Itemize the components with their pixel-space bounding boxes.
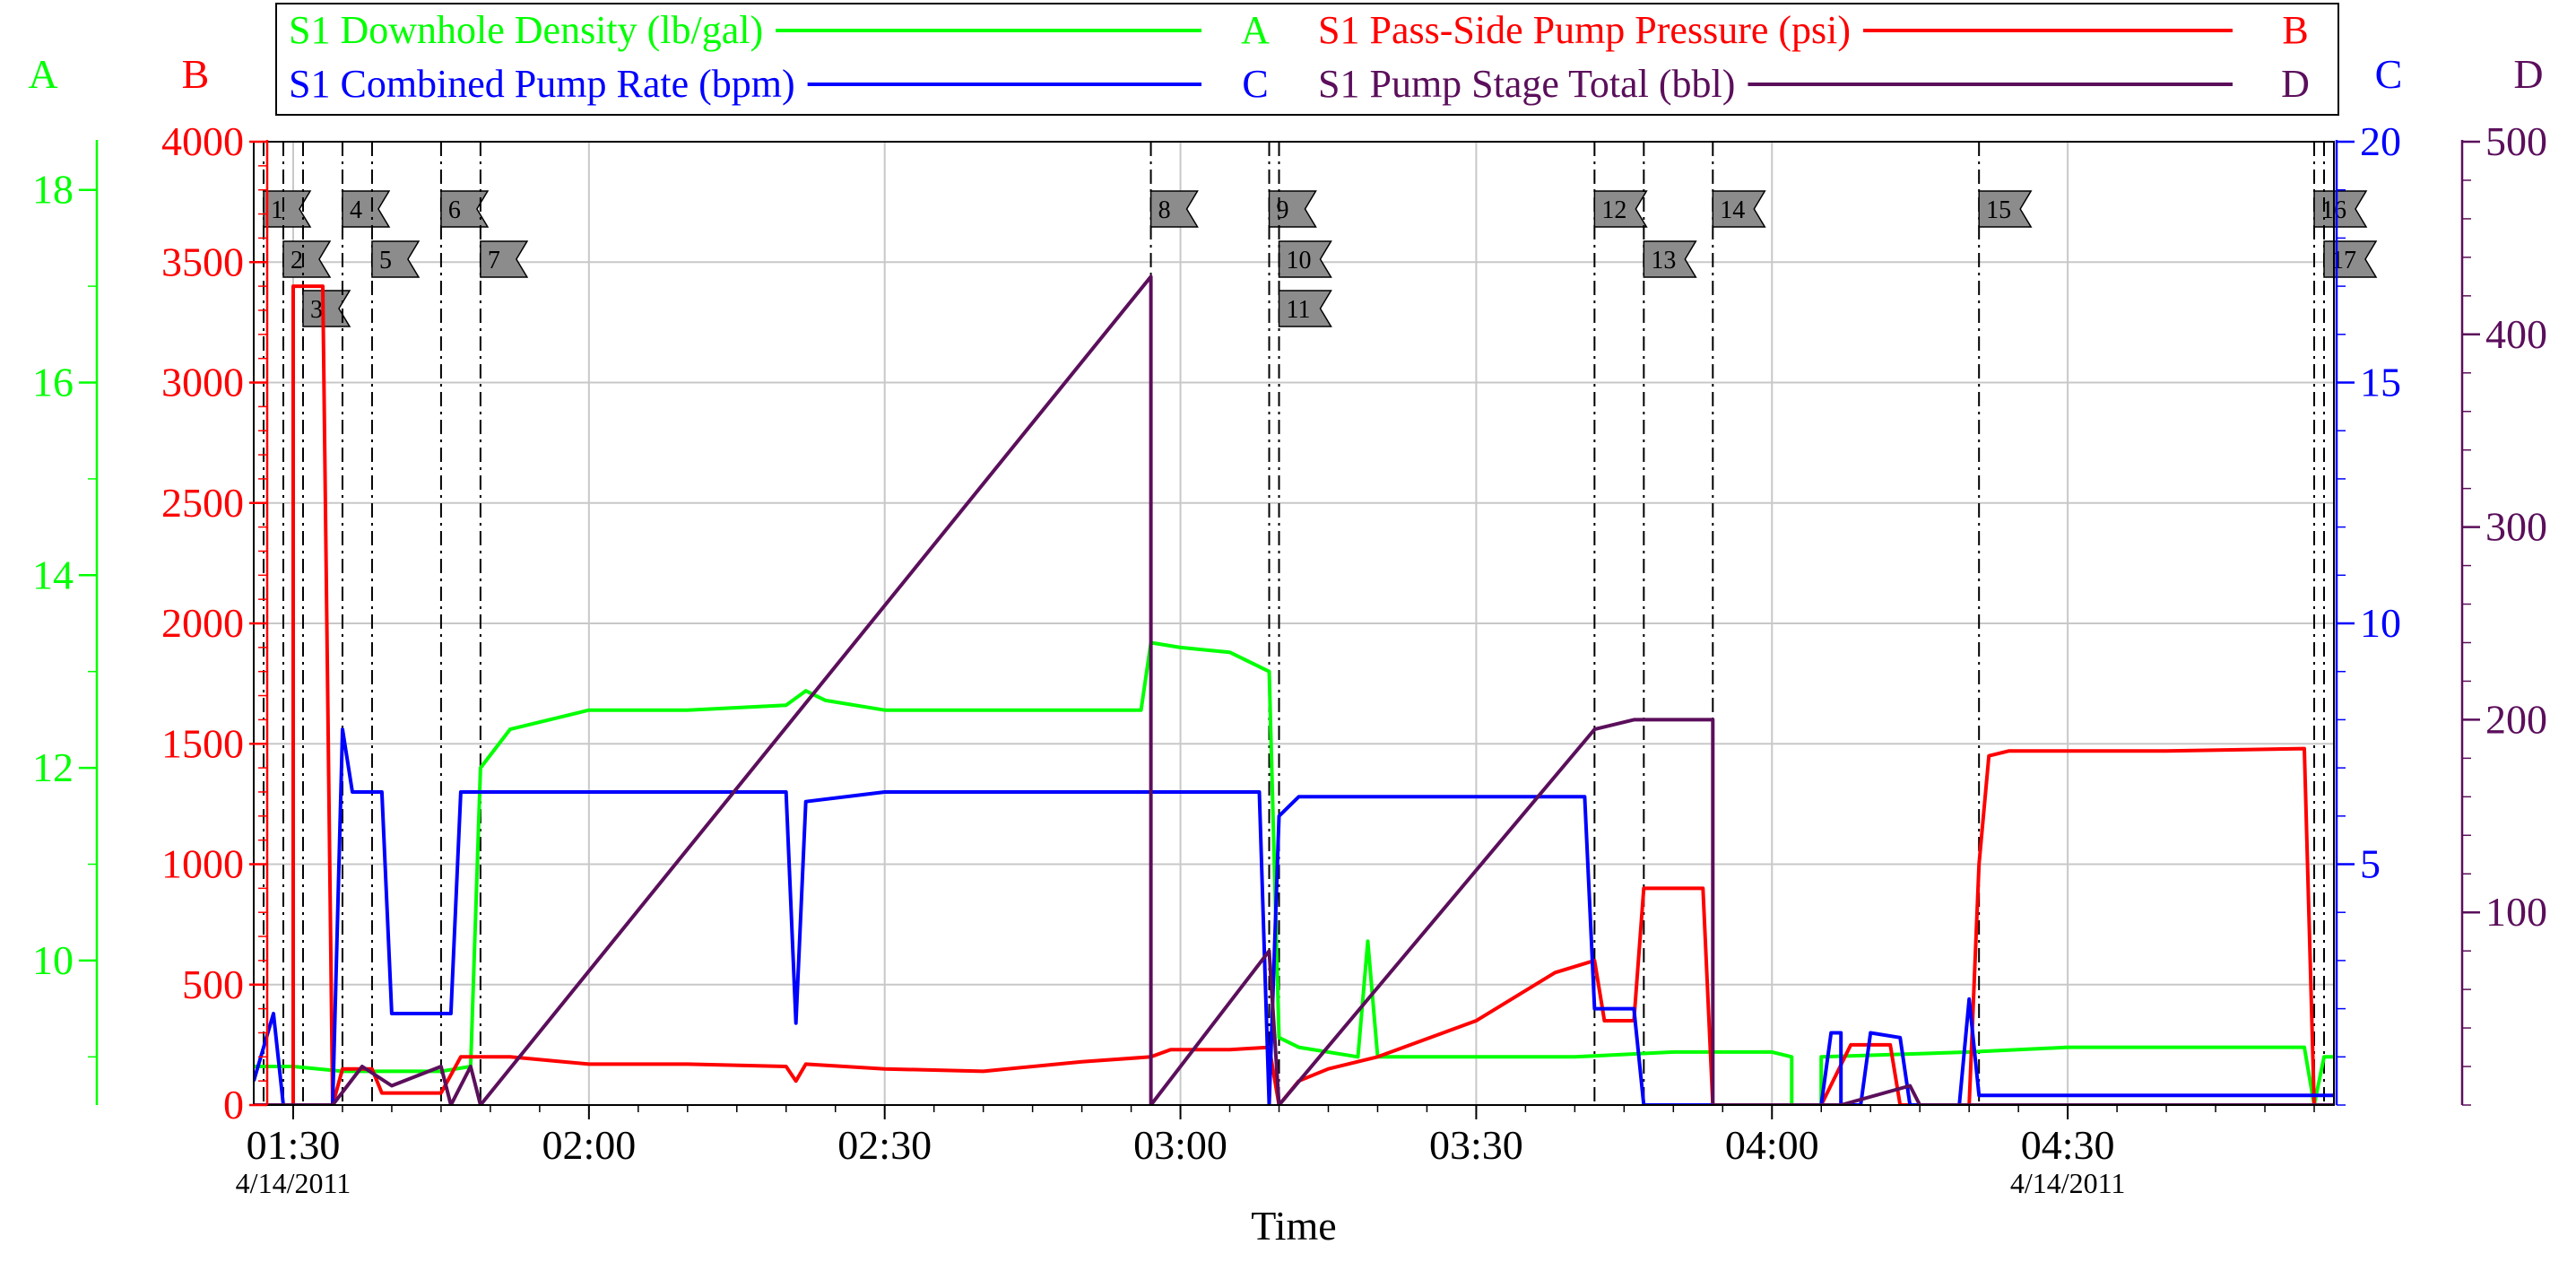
axis-C-letter: C [2375, 51, 2403, 97]
date-label: 4/14/2011 [236, 1167, 351, 1199]
event-flag-label-10: 10 [1287, 247, 1312, 274]
axis-D-tick-label: 300 [2485, 504, 2547, 550]
x-axis-title: Time [1251, 1203, 1336, 1249]
axis-B-tick-label: 3500 [161, 239, 244, 284]
axis-B-tick-label: 4000 [161, 118, 244, 164]
event-flag-7[interactable] [480, 240, 529, 278]
event-flag-10[interactable] [1278, 240, 1332, 278]
event-flag-9[interactable] [1268, 190, 1317, 228]
event-flag-label-4: 4 [350, 196, 362, 224]
x-tick-label: 04:00 [1725, 1122, 1819, 1168]
x-tick-label: 02:00 [542, 1122, 636, 1168]
event-flag-label-2: 2 [291, 247, 303, 274]
event-flag-label-15: 15 [1986, 196, 2011, 224]
axis-D-tick-label: 500 [2485, 118, 2547, 164]
event-flag-label-1: 1 [271, 196, 283, 224]
axis-B-tick-label: 3000 [161, 360, 244, 405]
x-tick-label: 03:30 [1429, 1122, 1523, 1168]
axis-B-tick-label: 0 [223, 1082, 244, 1127]
axis-B-tick-label: 1500 [161, 720, 244, 766]
legend-label-B: S1 Pass-Side Pump Pressure (psi) [1318, 8, 1851, 52]
axis-A-tick-label: 18 [32, 167, 74, 213]
event-flag-label-11: 11 [1287, 296, 1311, 324]
legend-box [275, 3, 2339, 116]
series-line-D [254, 274, 2334, 1105]
event-flag-14[interactable] [1712, 190, 1766, 228]
event-flag-15[interactable] [1978, 190, 2033, 228]
event-flag-16[interactable] [2313, 190, 2368, 228]
event-flag-label-8: 8 [1158, 196, 1171, 224]
legend-axis-letter-A: A [1241, 8, 1270, 52]
event-flag-11[interactable] [1278, 290, 1332, 327]
axis-D-tick-label: 100 [2485, 889, 2547, 935]
legend-label-A: S1 Downhole Density (lb/gal) [289, 8, 763, 52]
x-tick-label: 02:30 [837, 1122, 932, 1168]
axis-A-tick-label: 14 [32, 552, 74, 597]
legend-label-D: S1 Pump Stage Total (bbl) [1318, 62, 1735, 106]
date-label: 4/14/2011 [2010, 1167, 2126, 1199]
event-flag-13[interactable] [1643, 240, 1697, 278]
axis-C-tick-label: 5 [2360, 841, 2381, 887]
event-flag-label-5: 5 [379, 247, 392, 274]
axis-C-tick-label: 10 [2360, 600, 2401, 646]
event-flag-label-17: 17 [2331, 247, 2356, 274]
axis-A-letter: A [28, 51, 57, 97]
axis-D-tick-label: 200 [2485, 696, 2547, 742]
legend-axis-letter-B: B [2282, 8, 2308, 52]
axis-B-letter: B [182, 51, 210, 97]
event-flag-2[interactable] [282, 240, 332, 278]
series-line-A [254, 640, 2334, 1105]
axis-A-tick-label: 16 [32, 360, 74, 405]
series-line-C [254, 727, 2334, 1105]
axis-D-tick-label: 400 [2485, 311, 2547, 357]
series-line-B [254, 284, 2334, 1105]
series-layer [254, 274, 2334, 1105]
event-flag-12[interactable] [1593, 190, 1648, 228]
x-tick-label: 01:30 [247, 1122, 341, 1168]
axis-layer: 01:30 02:00 02:30 03:00 03:30 04:00 04:304/14/… [28, 51, 2547, 1249]
event-flag-label-3: 3 [310, 296, 323, 324]
event-flag-label-6: 6 [448, 196, 461, 224]
event-flag-label-12: 12 [1601, 196, 1626, 224]
event-flag-label-14: 14 [1720, 196, 1745, 224]
event-flag-label-13: 13 [1651, 247, 1676, 274]
axis-D-letter: D [2513, 51, 2543, 97]
axis-A-tick-label: 12 [32, 744, 74, 790]
axis-B-tick-label: 2000 [161, 600, 244, 646]
axis-A-tick-label: 10 [32, 937, 74, 983]
event-flag-4[interactable] [342, 190, 391, 228]
x-tick-label: 04:30 [2021, 1122, 2115, 1168]
axis-B-tick-label: 500 [182, 962, 244, 1007]
grid-layer [254, 141, 2334, 1106]
axis-B-tick-label: 1000 [161, 841, 244, 887]
event-flag-8[interactable] [1149, 190, 1199, 228]
legend-axis-letter-D: D [2281, 62, 2310, 106]
event-flag-5[interactable] [371, 240, 421, 278]
legend-axis-letter-C: C [1242, 62, 1268, 106]
x-tick-label: 03:00 [1133, 1122, 1227, 1168]
axis-B-tick-label: 2500 [161, 480, 244, 526]
event-flag-label-7: 7 [488, 247, 500, 274]
axis-C-tick-label: 15 [2360, 360, 2401, 405]
axis-C-tick-label: 20 [2360, 118, 2401, 164]
legend-label-C: S1 Combined Pump Rate (bpm) [289, 62, 795, 106]
legend: S1 Downhole Density (lb/gal) A S1 Pass-Sid… [275, 3, 2339, 116]
